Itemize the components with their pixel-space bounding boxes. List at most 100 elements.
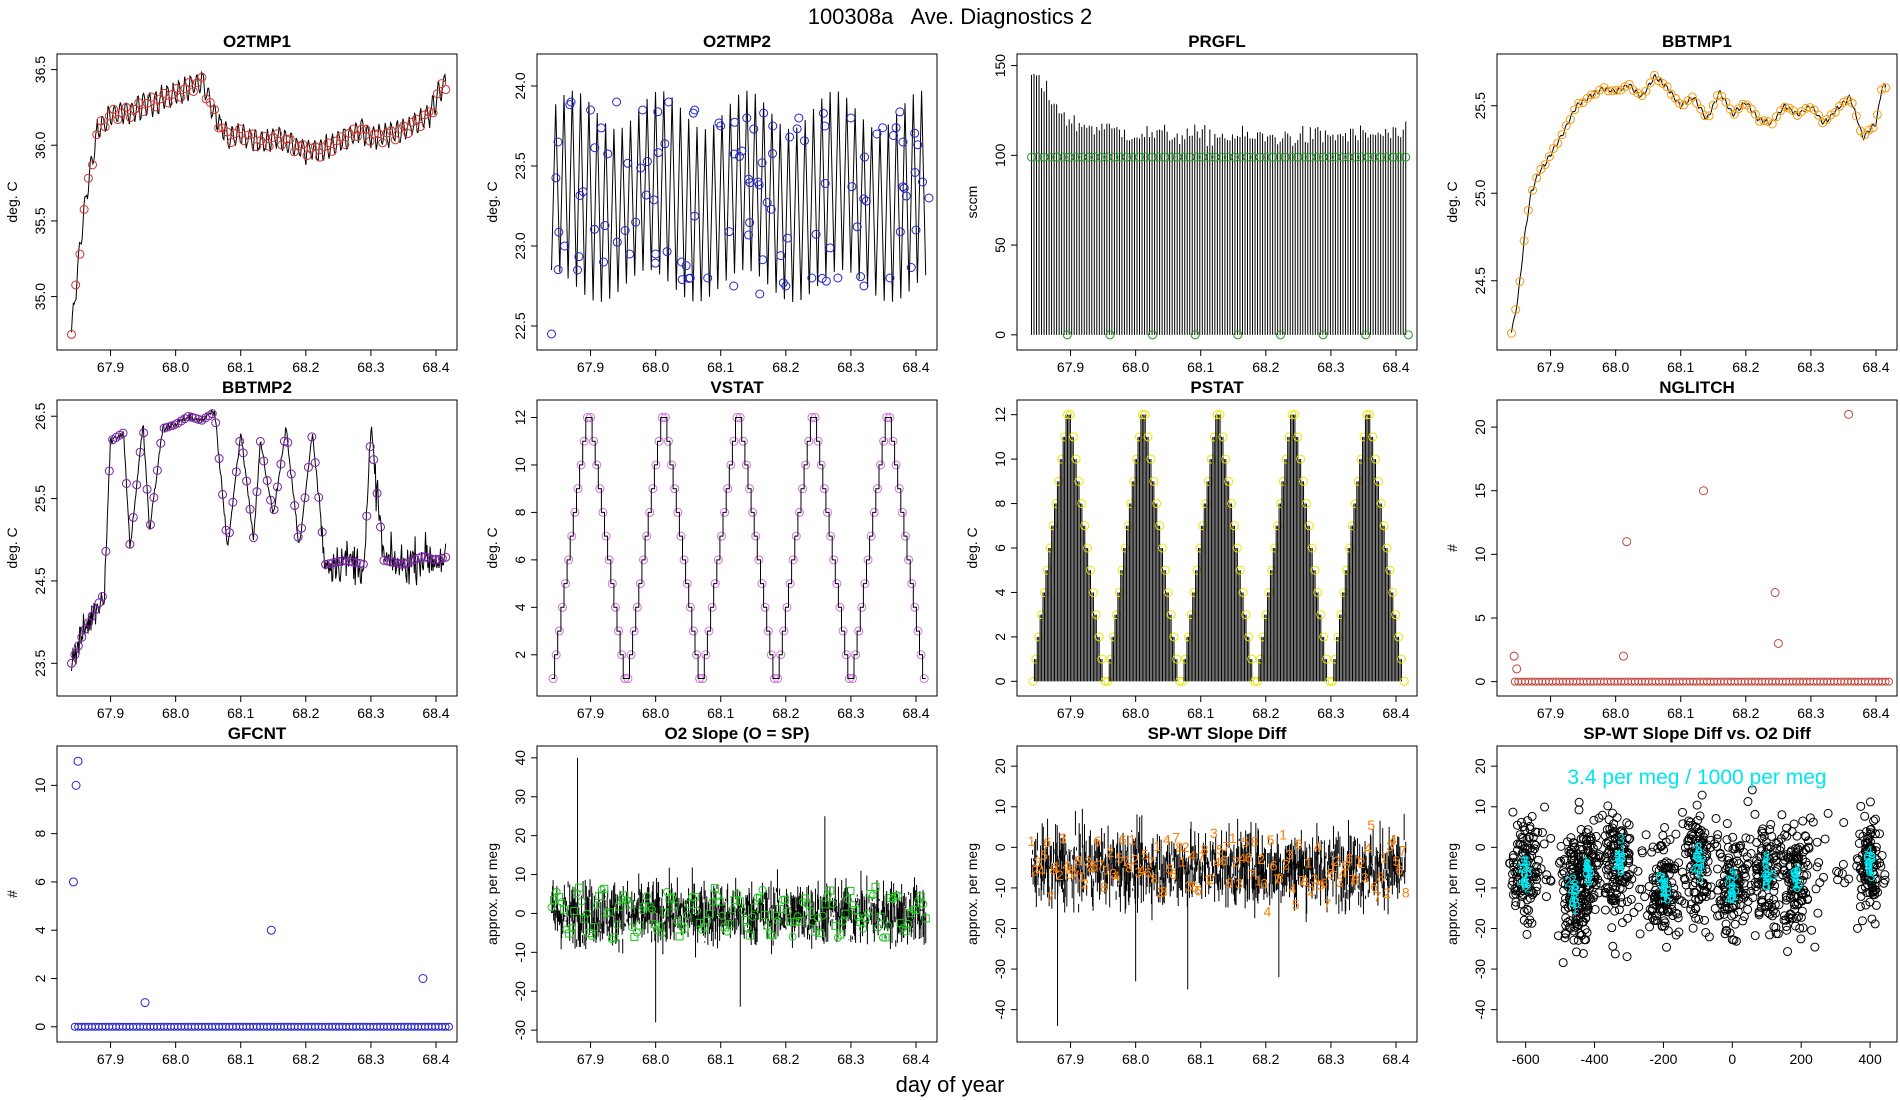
data-point (876, 460, 886, 470)
data-point (430, 555, 440, 565)
data-point (818, 911, 827, 920)
data-point (894, 484, 904, 494)
data-point (1537, 828, 1547, 838)
data-point (269, 505, 279, 515)
y-tick-label: 20 (1472, 758, 1488, 774)
data-point (801, 460, 811, 470)
data-point (340, 139, 350, 149)
data-marker-label: 4 (1364, 840, 1372, 856)
data-point (1299, 476, 1309, 486)
x-tick-label: 68.1 (707, 705, 734, 721)
data-point (357, 124, 367, 134)
data-point (1401, 152, 1411, 162)
data-point (1838, 859, 1848, 869)
data-point (1583, 825, 1593, 835)
data-marker-label: 5 (1116, 850, 1124, 866)
data-point (121, 478, 131, 488)
data-point (919, 674, 929, 684)
data-point (1608, 896, 1618, 906)
data-point (1875, 829, 1885, 839)
data-marker-label: 4 (1263, 904, 1271, 920)
data-point (785, 579, 795, 589)
data-marker-label: 7 (1298, 873, 1306, 889)
data-point (782, 602, 792, 612)
x-tick-label: 68.0 (642, 359, 669, 375)
data-point (1229, 521, 1239, 531)
data-point (792, 124, 802, 134)
data-point (1608, 941, 1618, 951)
data-point (758, 255, 768, 265)
data-point (1096, 152, 1106, 162)
data-point (602, 909, 611, 918)
data-marker-label: 5 (1040, 847, 1048, 863)
cluster-marker-label: 3 (1764, 868, 1772, 884)
data-point (615, 902, 624, 911)
data-point (180, 83, 190, 93)
data-point (763, 626, 773, 636)
data-point (1767, 831, 1777, 841)
data-point (396, 559, 406, 569)
data-point (235, 124, 245, 134)
data-point (1242, 152, 1252, 162)
data-point (1741, 888, 1751, 898)
y-tick-label: 6 (992, 544, 1008, 552)
data-point (1618, 651, 1628, 661)
cluster-marker-label: 5 (1696, 870, 1704, 886)
data-point (1847, 98, 1857, 108)
data-point (1365, 410, 1375, 420)
data-marker-label: 6 (1345, 851, 1353, 867)
data-point (104, 111, 114, 121)
data-point (1662, 880, 1672, 890)
data-point (1767, 119, 1777, 129)
data-point (1748, 893, 1758, 903)
data-point (226, 137, 236, 147)
data-point (1746, 880, 1756, 890)
data-marker-label: 5 (1216, 842, 1224, 858)
data-point (1574, 98, 1584, 108)
y-tick-label: 15 (1472, 483, 1488, 499)
data-point (906, 263, 916, 273)
cluster-marker-label: 1 (1516, 860, 1524, 876)
y-tick-label: -20 (1472, 918, 1488, 938)
data-point (264, 141, 274, 151)
data-point (1540, 802, 1550, 812)
x-tick-label: 68.4 (422, 705, 449, 721)
cluster-marker-label: 5 (1863, 852, 1871, 868)
data-point (811, 229, 821, 239)
data-point (1179, 152, 1189, 162)
data-point (592, 901, 601, 910)
data-point (1571, 883, 1581, 893)
y-axis-label: deg. C (964, 527, 980, 568)
data-point (653, 107, 663, 117)
data-point (1566, 833, 1576, 843)
data-point (670, 484, 680, 494)
data-point (1715, 896, 1725, 906)
data-point (1677, 896, 1687, 906)
data-point (1508, 850, 1518, 860)
data-point (564, 555, 574, 565)
data-point (310, 458, 320, 468)
data-point (163, 422, 173, 432)
y-tick-label: 40 (512, 750, 528, 766)
data-point (1717, 91, 1727, 101)
data-point (698, 925, 707, 934)
data-point (835, 602, 845, 612)
data-point (1568, 893, 1578, 903)
cluster-marker-label: 8 (1571, 877, 1579, 893)
data-point (720, 507, 730, 517)
y-tick-label: 36.5 (32, 56, 48, 83)
data-point (1659, 916, 1669, 926)
data-point (1670, 891, 1680, 901)
data-point (741, 460, 751, 470)
data-point (690, 211, 700, 221)
data-point (266, 925, 276, 935)
data-point (1673, 913, 1683, 923)
data-point (1715, 910, 1725, 920)
data-point (911, 225, 921, 235)
cluster-marker-label: 1 (1659, 882, 1667, 898)
data-point (188, 86, 198, 96)
data-point (1651, 864, 1661, 874)
data-point (1648, 903, 1658, 913)
data-point (321, 559, 331, 569)
data-point (763, 922, 772, 931)
